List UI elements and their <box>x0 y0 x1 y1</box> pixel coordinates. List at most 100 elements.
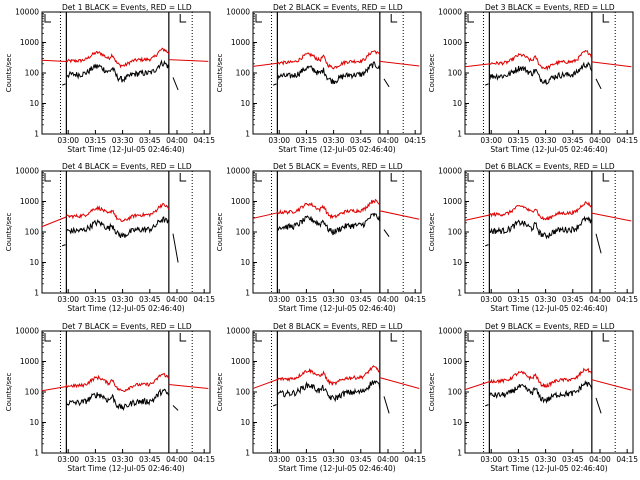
x-tick-label: 03:45 <box>562 136 584 145</box>
panel-det-4: Det 4 BLACK = Events, RED = LLD 1 10 100 100… <box>5 162 215 313</box>
x-tick-label: 03:00 <box>480 136 502 145</box>
plot-frame <box>464 11 634 135</box>
bracket-marker <box>179 173 187 182</box>
y-tick-label: 1 <box>457 289 462 298</box>
y-tick-label: 1 <box>457 449 462 458</box>
events-series <box>489 61 593 85</box>
x-axis-label: Start Time (12-Jul-05 02:46:40) <box>278 304 395 313</box>
y-axis-label: Counts/sec <box>216 373 224 412</box>
x-tick-label: 03:45 <box>350 455 372 464</box>
x-tick-label: 04:15 <box>616 295 638 304</box>
x-tick-label: 04:15 <box>193 136 215 145</box>
x-tick-label: 04:00 <box>589 295 611 304</box>
x-tick-label: 04:00 <box>166 295 188 304</box>
panel-title: Det 4 BLACK = Events, RED = LLD <box>62 162 192 171</box>
lld-series-lead <box>252 212 278 219</box>
y-axis-label: Counts/sec <box>428 373 436 412</box>
lld-series <box>488 49 593 72</box>
y-tick-label: 100 <box>25 228 40 237</box>
panel-det-2: Det 2 BLACK = Events, RED = LLD 1 10 100 100… <box>216 3 426 154</box>
y-tick-label: 1000 <box>231 38 250 47</box>
plot-frame <box>41 330 211 454</box>
lld-series-lead <box>464 381 490 391</box>
x-tick-label: 03:00 <box>268 136 290 145</box>
bracket-marker <box>44 173 51 182</box>
x-tick-label: 03:00 <box>57 136 79 145</box>
lld-series <box>488 201 593 221</box>
events-series-lead <box>62 244 66 247</box>
lld-series <box>276 365 381 386</box>
y-tick-label: 1000 <box>443 357 462 366</box>
panel-det-7: Det 7 BLACK = Events, RED = LLD 1 10 100 100… <box>5 322 215 473</box>
y-tick-label: 100 <box>236 388 251 397</box>
y-tick-label: 1000 <box>20 197 39 206</box>
events-series-tail <box>383 78 390 88</box>
lld-series <box>65 373 170 393</box>
panel-det-3: Det 3 BLACK = Events, RED = LLD 1 10 100 100… <box>428 3 638 154</box>
events-series-lead <box>485 83 489 86</box>
lld-series-lead <box>41 386 67 392</box>
bracket-marker <box>390 173 398 182</box>
x-tick-label: 03:45 <box>139 136 161 145</box>
lld-series <box>276 198 381 220</box>
x-tick-label: 03:45 <box>350 136 372 145</box>
panel-title: Det 3 BLACK = Events, RED = LLD <box>485 3 615 12</box>
y-tick-label: 10 <box>452 99 462 108</box>
lld-series-tail <box>379 210 420 220</box>
plot-frame <box>41 170 211 294</box>
x-axis-label: Start Time (12-Jul-05 02:46:40) <box>67 145 184 154</box>
lld-series-tail <box>168 59 209 62</box>
bracket-marker <box>44 14 51 23</box>
x-tick-label: 03:45 <box>562 295 584 304</box>
x-axis-label: Start Time (12-Jul-05 02:46:40) <box>67 304 184 313</box>
y-tick-label: 10000 <box>438 8 462 17</box>
y-tick-label: 10000 <box>226 167 250 176</box>
y-axis-label: Counts/sec <box>428 54 436 93</box>
lld-series-tail <box>168 384 209 389</box>
y-tick-label: 10000 <box>226 8 250 17</box>
x-tick-label: 03:00 <box>268 295 290 304</box>
y-tick-label: 1 <box>34 289 39 298</box>
panel-title: Det 9 BLACK = Events, RED = LLD <box>485 322 615 331</box>
panel-det-6: Det 6 BLACK = Events, RED = LLD 1 10 100 100… <box>428 162 638 313</box>
events-series-tail <box>595 397 602 414</box>
y-axis-label: Counts/sec <box>428 213 436 252</box>
y-tick-label: 10 <box>29 258 39 267</box>
x-tick-label: 04:15 <box>193 455 215 464</box>
lld-series <box>277 50 381 70</box>
panel-title: Det 6 BLACK = Events, RED = LLD <box>485 162 615 171</box>
y-tick-label: 10 <box>29 99 39 108</box>
y-tick-label: 10000 <box>438 167 462 176</box>
x-tick-label: 03:00 <box>480 455 502 464</box>
x-axis-label: Start Time (12-Jul-05 02:46:40) <box>490 464 607 473</box>
x-tick-label: 03:00 <box>57 455 79 464</box>
y-tick-label: 10000 <box>15 327 39 336</box>
events-series-tail <box>172 233 179 263</box>
panel-det-9: Det 9 BLACK = Events, RED = LLD 1 10 100 100… <box>428 322 638 473</box>
y-axis-label: Counts/sec <box>5 373 13 412</box>
x-tick-label: 03:30 <box>323 295 345 304</box>
y-tick-label: 1000 <box>443 38 462 47</box>
bracket-marker <box>602 14 610 23</box>
bracket-marker <box>602 173 610 182</box>
lld-series-tail <box>379 60 420 67</box>
events-series <box>276 212 381 236</box>
panel-title: Det 5 BLACK = Events, RED = LLD <box>273 162 403 171</box>
lld-series-lead <box>252 379 278 389</box>
x-tick-label: 03:15 <box>508 136 530 145</box>
x-tick-label: 03:15 <box>85 455 107 464</box>
x-tick-label: 03:30 <box>112 455 134 464</box>
x-axis-label: Start Time (12-Jul-05 02:46:40) <box>67 464 184 473</box>
events-series-lead <box>273 404 277 407</box>
x-tick-label: 03:45 <box>350 295 372 304</box>
x-axis-label: Start Time (12-Jul-05 02:46:40) <box>490 145 607 154</box>
panel-det-8: Det 8 BLACK = Events, RED = LLD 1 10 100 100… <box>216 322 426 473</box>
events-series <box>65 216 170 239</box>
bracket-marker <box>602 333 610 342</box>
events-series <box>276 380 381 403</box>
y-tick-label: 10000 <box>15 167 39 176</box>
x-axis-label: Start Time (12-Jul-05 02:46:40) <box>278 464 395 473</box>
lld-series <box>488 367 593 388</box>
x-tick-label: 03:30 <box>535 455 557 464</box>
events-series-tail <box>595 233 602 254</box>
